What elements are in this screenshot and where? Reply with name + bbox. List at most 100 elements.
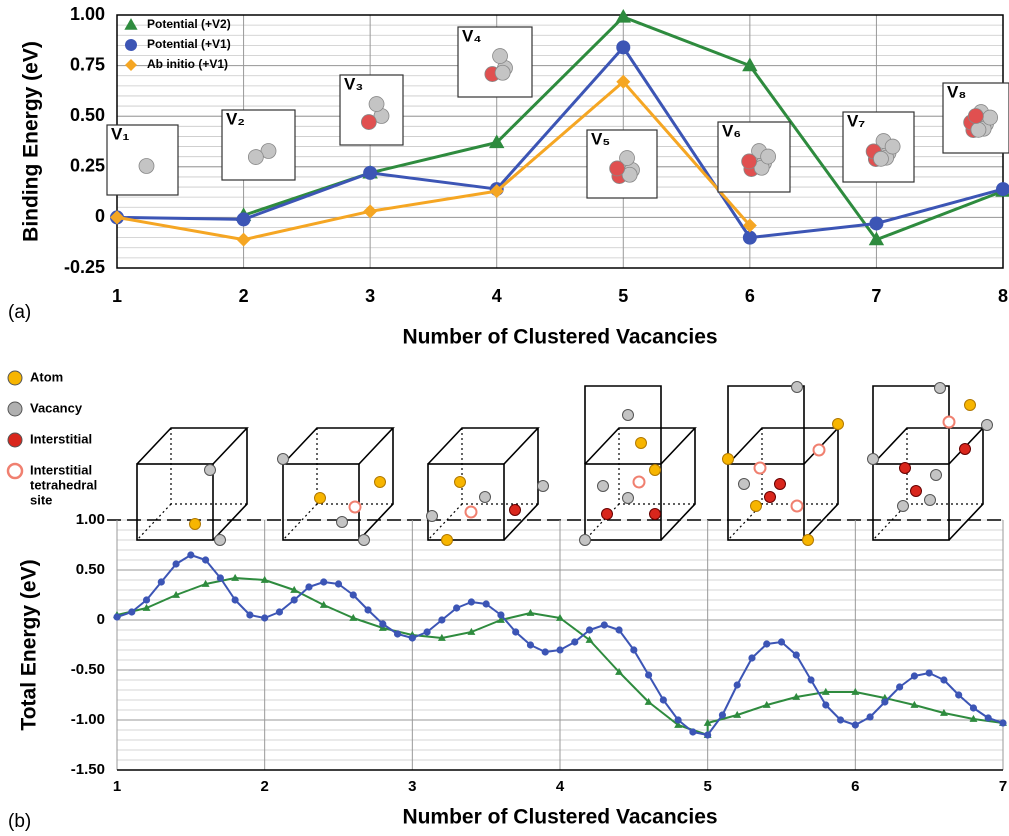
- marker: [217, 574, 224, 581]
- marker: [881, 698, 888, 705]
- marker: [187, 551, 194, 558]
- site-dot: [205, 465, 216, 476]
- marker: [955, 691, 962, 698]
- site-dot: [931, 470, 942, 481]
- site-dot: [190, 519, 201, 530]
- site-dot: [751, 501, 762, 512]
- x-tick-label: 4: [556, 778, 565, 795]
- figure: 1.000.750.500.250-0.2512345678Number of …: [0, 0, 1009, 836]
- marker: [172, 560, 179, 567]
- site-dot: [792, 382, 803, 393]
- site-dot: [965, 400, 976, 411]
- y-tick-label: -0.25: [64, 257, 105, 277]
- x-tick-label: 6: [851, 778, 859, 795]
- marker: [985, 714, 992, 721]
- marker: [704, 731, 711, 738]
- legend-label: Potential (+V1): [147, 37, 231, 51]
- legend-marker: [125, 39, 137, 51]
- site-dot: [755, 463, 766, 474]
- marker: [527, 641, 534, 648]
- marker: [363, 166, 377, 180]
- x-tick-label: 1: [112, 286, 122, 306]
- marker: [556, 646, 563, 653]
- marker: [143, 596, 150, 603]
- site-dot: [602, 509, 613, 520]
- marker: [438, 616, 445, 623]
- legend-label: site: [30, 492, 52, 507]
- site-dot: [466, 507, 477, 518]
- cluster-label: V₃: [344, 74, 363, 93]
- marker: [379, 620, 386, 627]
- atom-sphere: [139, 159, 154, 174]
- legend-symbol: [8, 464, 22, 478]
- y-axis-title: Binding Energy (eV): [20, 41, 43, 242]
- y-tick-label: 0.50: [76, 561, 105, 578]
- x-tick-label: 4: [492, 286, 502, 306]
- x-axis-title: Number of Clustered Vacancies: [402, 806, 717, 829]
- atom-sphere: [248, 150, 263, 165]
- atom-sphere: [361, 115, 376, 130]
- marker: [453, 604, 460, 611]
- marker: [837, 716, 844, 723]
- marker: [409, 634, 416, 641]
- marker: [232, 596, 239, 603]
- site-dot: [803, 535, 814, 546]
- marker: [512, 628, 519, 635]
- site-dot: [315, 493, 326, 504]
- legend-label: Atom: [30, 369, 63, 384]
- site-dot: [935, 383, 946, 394]
- site-dot: [944, 417, 955, 428]
- cluster-label: V₁: [111, 124, 129, 143]
- site-dot: [634, 477, 645, 488]
- y-tick-label: 0.25: [70, 156, 105, 176]
- marker: [335, 580, 342, 587]
- site-dot: [350, 502, 361, 513]
- site-dot: [925, 495, 936, 506]
- legend-label: Potential (+V2): [147, 17, 231, 31]
- marker: [926, 669, 933, 676]
- legend-label: tetrahedral: [30, 477, 97, 492]
- marker: [763, 640, 770, 647]
- marker: [542, 648, 549, 655]
- site-dot: [359, 535, 370, 546]
- y-tick-label: 0: [97, 611, 105, 628]
- marker: [616, 40, 630, 54]
- x-tick-label: 3: [365, 286, 375, 306]
- y-tick-label: -1.50: [71, 761, 105, 778]
- marker: [675, 716, 682, 723]
- marker: [645, 671, 652, 678]
- marker: [660, 696, 667, 703]
- marker: [689, 728, 696, 735]
- marker: [424, 628, 431, 635]
- x-tick-label: 5: [703, 778, 711, 795]
- site-dot: [623, 493, 634, 504]
- x-tick-label: 2: [260, 778, 268, 795]
- legend-symbol: [8, 371, 22, 385]
- cluster-label: V₅: [591, 129, 610, 148]
- site-dot: [455, 477, 466, 488]
- marker: [261, 614, 268, 621]
- atom-sphere: [369, 97, 384, 112]
- marker: [468, 598, 475, 605]
- marker: [237, 212, 251, 226]
- marker: [113, 613, 120, 620]
- marker: [601, 621, 608, 628]
- site-dot: [900, 463, 911, 474]
- marker: [202, 556, 209, 563]
- atom-sphere: [742, 154, 757, 169]
- x-tick-label: 7: [999, 778, 1007, 795]
- marker: [852, 721, 859, 728]
- marker: [128, 608, 135, 615]
- site-dot: [442, 535, 453, 546]
- site-dot: [833, 419, 844, 430]
- site-dot: [598, 481, 609, 492]
- site-dot: [792, 501, 803, 512]
- marker: [615, 626, 622, 633]
- marker: [320, 578, 327, 585]
- y-tick-label: 0.50: [70, 105, 105, 125]
- marker: [483, 600, 490, 607]
- site-dot: [580, 535, 591, 546]
- atom-sphere: [885, 139, 900, 154]
- atom-sphere: [968, 109, 983, 124]
- marker: [586, 626, 593, 633]
